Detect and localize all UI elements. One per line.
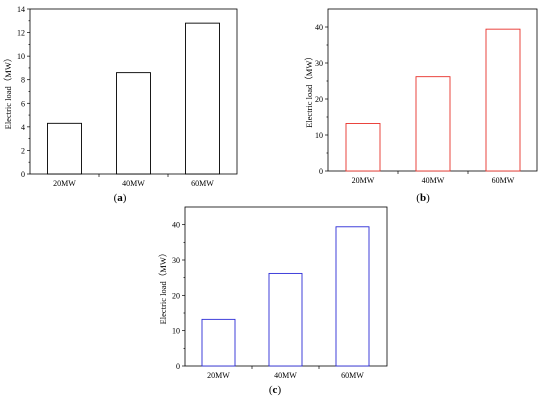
y-tick-label: 0 — [21, 170, 25, 179]
y-tick-label: 10 — [172, 327, 180, 336]
bar-20mw — [345, 123, 381, 172]
panel-label: (b) — [416, 192, 430, 204]
y-tick-label: 20 — [172, 291, 180, 300]
y-tick-label: 20 — [315, 95, 323, 104]
bar-40mw — [415, 76, 451, 172]
bar-20mw — [47, 122, 82, 175]
x-tick-label: 20MW — [352, 176, 375, 185]
y-tick-label: 40 — [172, 221, 180, 230]
x-tick-label: 60MW — [191, 179, 214, 188]
y-tick-label: 10 — [17, 52, 25, 61]
bar-60mw — [485, 28, 521, 172]
x-tick-label: 40MW — [422, 176, 445, 185]
bar-60mw — [335, 226, 370, 367]
y-tick-label: 4 — [21, 123, 25, 132]
y-tick-label: 8 — [21, 76, 25, 85]
y-axis-label: Electric load（MW） — [304, 52, 314, 128]
y-tick-label: 2 — [21, 146, 25, 155]
y-tick-label: 30 — [172, 256, 180, 265]
y-axis-label: Electric load（MW） — [3, 54, 13, 130]
x-tick-label: 40MW — [122, 179, 145, 188]
x-tick-label: 20MW — [207, 371, 230, 380]
y-tick-label: 0 — [176, 362, 180, 371]
y-tick-label: 14 — [17, 5, 25, 14]
bar-40mw — [116, 72, 151, 175]
x-tick-label: 20MW — [53, 179, 76, 188]
y-tick-label: 30 — [315, 59, 323, 68]
x-tick-label: 40MW — [274, 371, 297, 380]
y-tick-label: 12 — [17, 29, 25, 38]
chart-panel-b: 0 10 20 30 40 20MW 40MW 60MW Electric load（MW） (b… — [304, 8, 538, 204]
panel-label: (a) — [114, 192, 127, 204]
bar-20mw — [201, 318, 236, 367]
y-tick-label: 40 — [315, 23, 323, 32]
bar-60mw — [185, 22, 220, 175]
bar-40mw — [268, 272, 303, 367]
y-axis-label: Electric load（MW） — [158, 249, 168, 325]
chart-panel-a: 0 2 4 6 8 10 12 14 20MW 40MW 60MW Electric load（MW）… — [3, 5, 238, 204]
y-tick-label: 0 — [319, 167, 323, 176]
panel-label: (c) — [269, 384, 282, 396]
x-tick-label: 60MW — [341, 371, 364, 380]
y-tick-label: 6 — [21, 99, 25, 108]
y-tick-label: 10 — [315, 131, 323, 140]
x-tick-label: 60MW — [492, 176, 515, 185]
chart-panel-c: 0 10 20 30 40 20MW 40MW 60MW Electric load（MW） (c… — [158, 206, 388, 396]
